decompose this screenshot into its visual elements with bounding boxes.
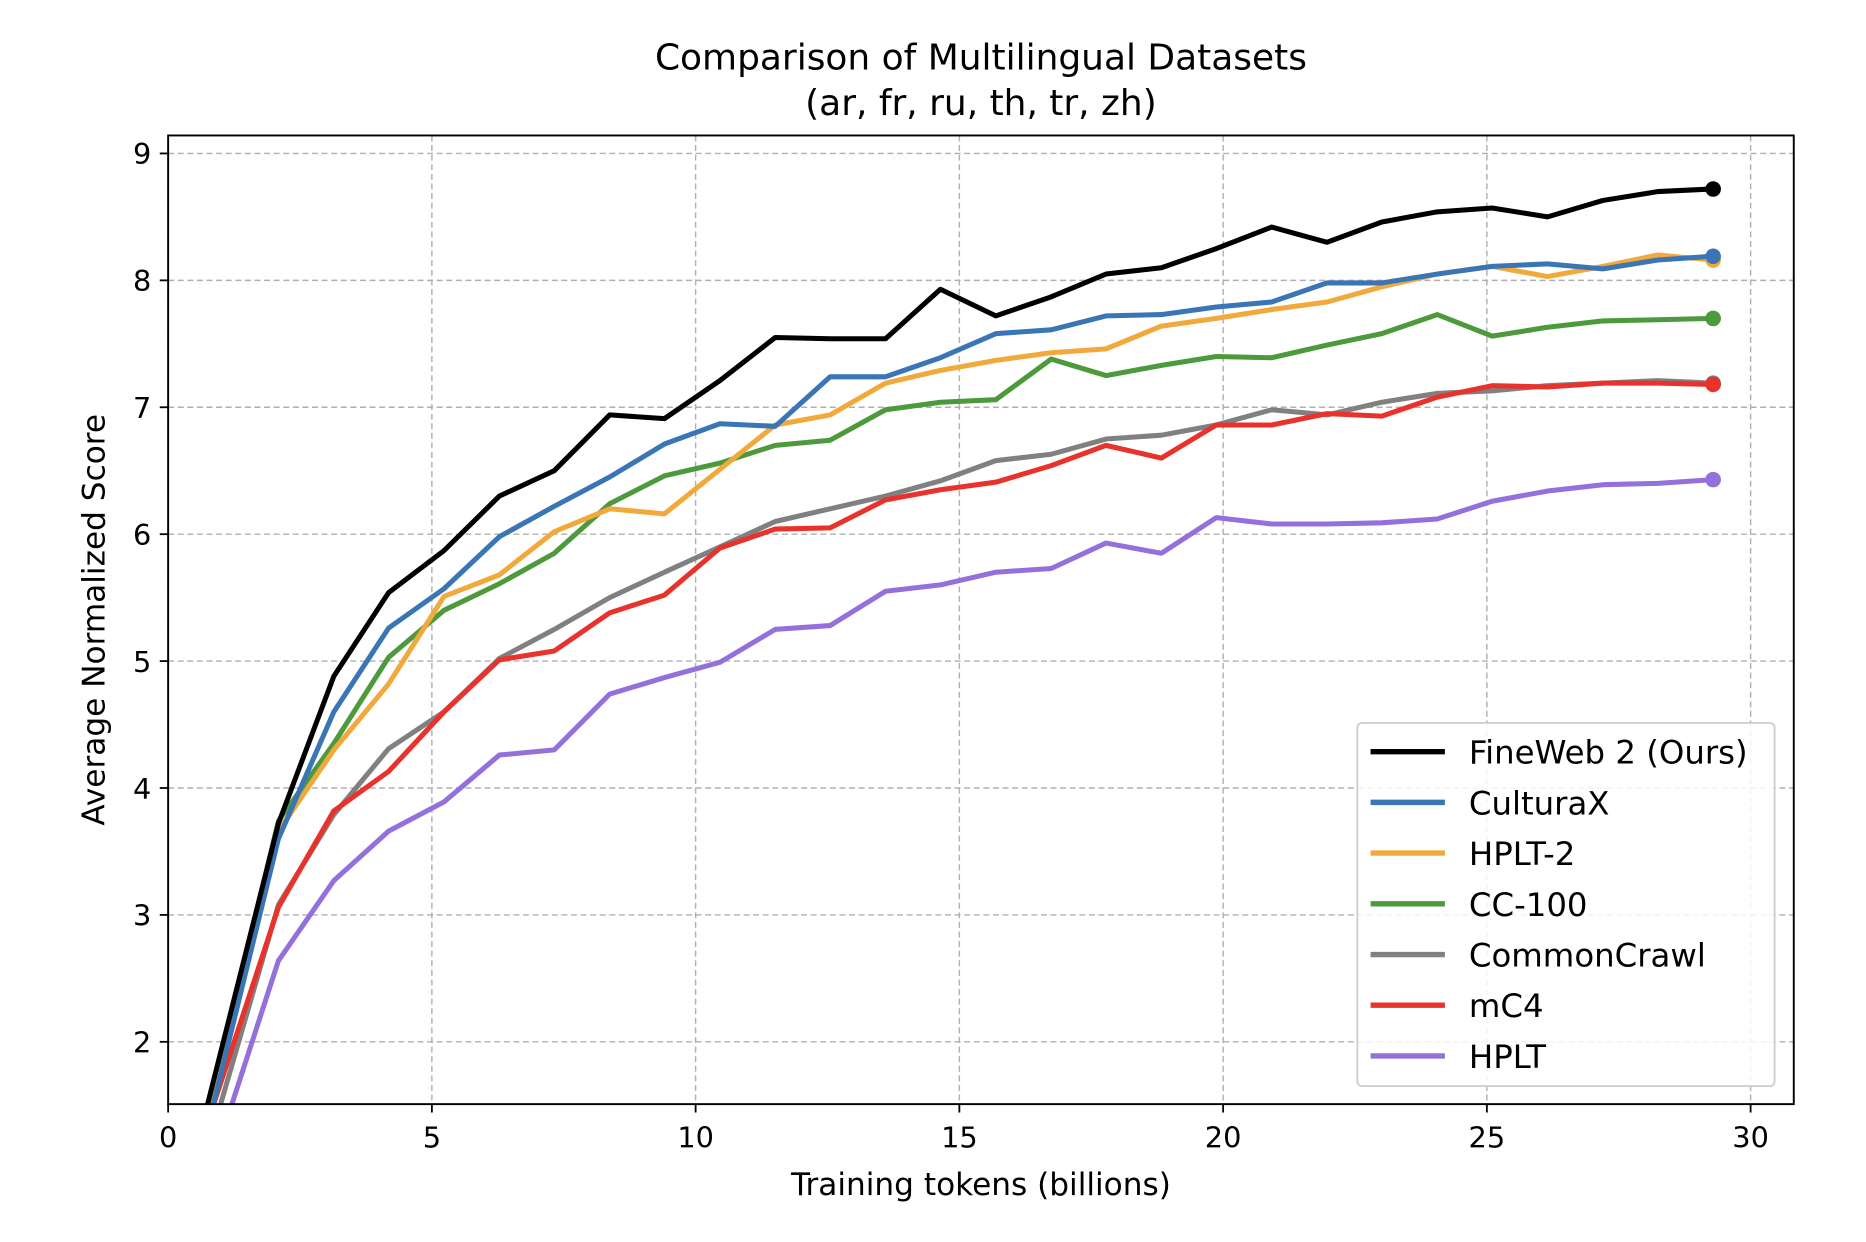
chart-title: Comparison of Multilingual Datasets: [655, 38, 1307, 79]
series-lines: [205, 186, 1714, 1105]
legend-item-mc4: mC4: [1370, 987, 1544, 1025]
series-line-hplt: [229, 477, 1714, 1105]
y-tick-label: 2: [133, 1026, 151, 1060]
x-axis-label: Training tokens (billions): [790, 1167, 1171, 1203]
series-line-cc-100: [207, 312, 1714, 1105]
x-tick-label: 25: [1469, 1120, 1506, 1154]
legend-label: CommonCrawl: [1469, 937, 1706, 975]
legend-item-hplt-2: HPLT-2: [1370, 835, 1575, 873]
endpoint-marker-mc4: [1705, 376, 1721, 393]
legend-box: [1356, 722, 1776, 1088]
x-tick-label: 20: [1205, 1120, 1242, 1154]
x-tick-label: 0: [159, 1120, 177, 1154]
y-tick-label: 3: [133, 899, 151, 933]
legend-label: mC4: [1469, 987, 1544, 1025]
endpoint-marker-fineweb-2-ours: [1705, 181, 1721, 197]
endpoint-marker-culturax: [1705, 248, 1721, 265]
y-axis-label: Average Normalized Score: [77, 414, 113, 826]
x-tick-label: 5: [423, 1120, 441, 1154]
y-tick-label: 9: [133, 137, 151, 171]
x-tick-label: 15: [941, 1120, 978, 1154]
legend-label: CC-100: [1469, 886, 1588, 924]
y-tick-label: 8: [133, 264, 151, 298]
series-line-mc4: [211, 380, 1714, 1105]
series-line-fineweb-2-ours: [205, 186, 1714, 1105]
y-tick-label: 4: [133, 772, 151, 806]
endpoint-marker-hplt: [1705, 471, 1721, 488]
legend-label: FineWeb 2 (Ours): [1469, 734, 1748, 772]
legend-item-hplt: HPLT: [1370, 1038, 1546, 1076]
legend-item-culturax: CulturaX: [1370, 784, 1610, 822]
x-tick-label: 30: [1732, 1120, 1769, 1154]
axis-ticks: 0 5 10 15 20 25 30 2 3 4 5 6 7 8 9: [133, 137, 1769, 1154]
series-line-culturax: [210, 253, 1714, 1105]
endpoint-markers: [1705, 181, 1721, 488]
y-tick-label: 5: [133, 645, 151, 679]
chart-subtitle: (ar, fr, ru, th, tr, zh): [805, 83, 1157, 124]
legend-label: HPLT-2: [1469, 835, 1575, 873]
endpoint-marker-cc-100: [1705, 310, 1721, 327]
y-tick-label: 6: [133, 518, 151, 552]
legend-item-commoncrawl: CommonCrawl: [1370, 937, 1706, 975]
legend-item-fineweb-2-ours: FineWeb 2 (Ours): [1370, 734, 1748, 772]
legend: FineWeb 2 (Ours) CulturaX HPLT-2 CC-100 Comm…: [1356, 722, 1776, 1088]
legend-label: CulturaX: [1469, 784, 1610, 822]
y-tick-label: 7: [133, 391, 151, 425]
x-tick-label: 10: [677, 1120, 714, 1154]
legend-label: HPLT: [1469, 1038, 1546, 1076]
plot-frame: [167, 134, 1795, 1106]
legend-item-cc-100: CC-100: [1370, 886, 1588, 924]
